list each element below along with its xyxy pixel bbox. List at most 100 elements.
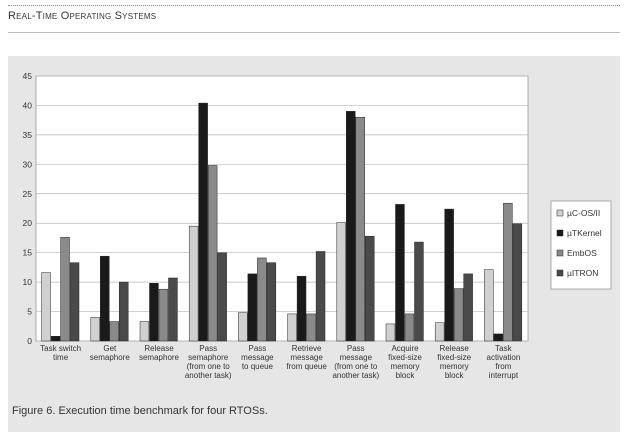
running-title: Real-Time Operating Systems xyxy=(8,10,157,22)
x-tick-label: Acquire fixed-size memory block xyxy=(388,344,422,380)
legend-label: µITRON xyxy=(567,268,598,278)
legend-label: µTKernel xyxy=(567,228,602,238)
bar xyxy=(336,222,346,342)
bar xyxy=(90,317,100,342)
x-tick-label-line: (from one to xyxy=(187,362,231,371)
bar xyxy=(257,257,267,342)
bar xyxy=(207,165,218,342)
bar xyxy=(355,116,365,342)
bar xyxy=(395,204,405,342)
bar xyxy=(41,272,51,342)
x-tick-label: Retrieve message from queue xyxy=(286,344,327,371)
x-tick-label-line: fixed-size xyxy=(437,353,471,362)
bar xyxy=(493,333,504,342)
bar xyxy=(463,273,473,342)
x-tick-label: Pass semaphore (from one to another task) xyxy=(185,344,232,380)
x-tick-label: Task activation from interrupt xyxy=(487,344,521,380)
x-tick-label-line: Acquire xyxy=(391,344,419,353)
bar xyxy=(149,283,159,342)
header-bottom-rule xyxy=(8,32,620,33)
bar xyxy=(158,288,169,342)
x-tick-label-line: interrupt xyxy=(489,371,519,380)
bar xyxy=(60,237,70,342)
legend-swatch xyxy=(556,229,564,237)
bar xyxy=(296,275,307,342)
x-tick-label-line: block xyxy=(396,371,416,380)
y-tick-label: 10 xyxy=(23,277,33,287)
bar xyxy=(414,241,424,342)
x-tick-label-line: message xyxy=(290,353,323,362)
x-tick-label-line: from xyxy=(495,362,511,371)
bar xyxy=(306,313,316,342)
bar xyxy=(287,313,297,342)
bar xyxy=(346,111,356,342)
y-tick-label: 0 xyxy=(27,336,32,346)
x-tick-label-line: semaphore xyxy=(188,353,229,362)
x-tick-label-line: Pass xyxy=(347,344,365,353)
bar xyxy=(50,336,61,342)
x-tick-label-line: activation xyxy=(487,353,521,362)
x-tick-label-line: fixed-size xyxy=(388,353,422,362)
y-tick-label: 20 xyxy=(23,218,33,228)
x-tick-label-line: to queue xyxy=(242,362,274,371)
bar xyxy=(484,269,494,342)
legend-label: µC-OS/II xyxy=(567,208,600,218)
x-tick-label-line: memory xyxy=(440,362,469,371)
y-tick-label: 30 xyxy=(23,159,33,169)
x-tick-label-line: Release xyxy=(440,344,470,353)
y-tick-label: 25 xyxy=(23,189,33,199)
x-tick-label-line: Retrieve xyxy=(292,344,322,353)
bar xyxy=(238,312,248,342)
bar xyxy=(168,277,178,342)
bar xyxy=(434,322,445,342)
x-tick-label-line: block xyxy=(445,371,465,380)
bar xyxy=(404,313,415,342)
y-tick-label: 15 xyxy=(23,248,33,258)
x-tick-label-line: time xyxy=(53,353,69,362)
header-top-rule xyxy=(8,5,620,6)
bar xyxy=(139,321,150,342)
x-tick-label-line: (from one to xyxy=(334,362,378,371)
x-tick-label-line: Pass xyxy=(249,344,267,353)
x-tick-label: Get semaphore xyxy=(90,344,131,362)
bar xyxy=(315,251,326,342)
bar xyxy=(512,223,523,342)
legend-swatch xyxy=(556,209,564,217)
legend-swatch xyxy=(556,249,564,257)
bar xyxy=(266,262,277,342)
bar xyxy=(444,208,454,342)
x-tick-label-line: Get xyxy=(103,344,117,353)
x-tick-label-line: semaphore xyxy=(90,353,131,362)
bar xyxy=(100,255,110,342)
x-tick-label: Pass message to queue xyxy=(241,344,274,371)
x-tick-label-line: message xyxy=(241,353,274,362)
x-tick-label-line: Release xyxy=(144,344,174,353)
bar xyxy=(503,202,513,342)
x-tick-label: Task switch time xyxy=(40,344,81,362)
bar xyxy=(109,321,119,342)
x-tick-label-line: message xyxy=(340,353,373,362)
legend-swatch xyxy=(556,269,564,277)
x-tick-label: Release semaphore xyxy=(139,344,180,362)
x-tick-label: Release fixed-size memory block xyxy=(437,344,471,380)
bar xyxy=(247,273,258,342)
x-tick-label-line: another task) xyxy=(332,371,379,380)
y-tick-label: 35 xyxy=(23,130,33,140)
y-tick-label: 40 xyxy=(23,100,33,110)
x-tick-label-line: semaphore xyxy=(139,353,180,362)
x-tick-label: Pass message (from one to another task) xyxy=(332,344,379,380)
bar xyxy=(69,262,80,342)
bar xyxy=(217,252,227,342)
figure-caption: Figure 6. Execution time benchmark for f… xyxy=(12,405,268,417)
y-tick-label: 45 xyxy=(23,71,33,81)
y-tick-label: 5 xyxy=(27,307,32,317)
x-tick-label-line: Task switch xyxy=(40,344,81,353)
bar xyxy=(365,235,375,342)
x-tick-label-line: Pass xyxy=(199,344,217,353)
figure-frame: 0 5 10 15 20 25 30 35 40 45 Task switch time Get sema… xyxy=(8,56,620,432)
legend-label: EmbOS xyxy=(567,248,597,258)
bar xyxy=(198,102,208,342)
bar xyxy=(119,281,129,342)
x-tick-label-line: from queue xyxy=(286,362,327,371)
